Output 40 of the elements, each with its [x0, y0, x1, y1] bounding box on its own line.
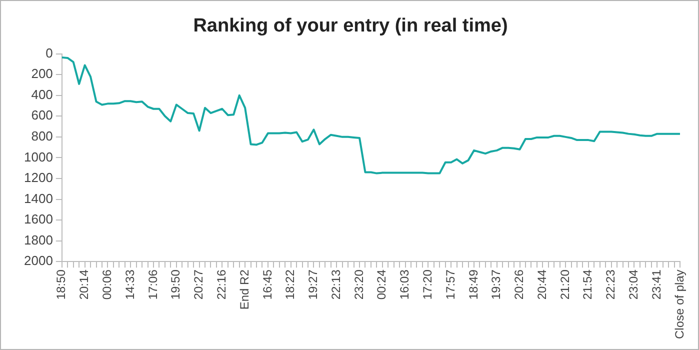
x-tick-label: Close of play — [672, 270, 686, 340]
y-tick-label: 1200 — [24, 170, 53, 186]
y-tick-label: 1800 — [24, 232, 53, 248]
x-tick-label: 19:50 — [168, 269, 183, 300]
x-tick-label: 14:33 — [122, 269, 137, 300]
x-tick-label: 18:22 — [283, 269, 298, 300]
x-tick-label: 21:20 — [558, 269, 572, 300]
y-tick-label: 200 — [31, 66, 53, 82]
x-tick-label: 23:04 — [626, 269, 641, 300]
chart-title: Ranking of your entry (in real time) — [193, 16, 508, 37]
x-tick-label: 19:37 — [489, 269, 504, 300]
x-tick-label: 16:45 — [260, 269, 274, 300]
x-tick-label: 20:44 — [534, 269, 549, 300]
y-tick-label: 400 — [31, 86, 53, 102]
x-tick-label: 18:49 — [466, 269, 480, 300]
y-tick-label: 1000 — [24, 149, 53, 164]
y-tick-label: 0 — [46, 45, 53, 60]
x-tick-label: 00:06 — [100, 269, 114, 300]
x-tick-label: 20:14 — [77, 269, 92, 300]
x-tick-label: 18:50 — [54, 269, 68, 300]
x-tick-label: 20:27 — [192, 269, 206, 300]
x-tick-label: 22:13 — [328, 269, 343, 300]
x-tick-label: 22:23 — [604, 269, 618, 300]
y-tick-label: 2000 — [24, 253, 53, 268]
x-tick-label: 17:06 — [146, 269, 160, 300]
y-tick-label: 800 — [31, 128, 53, 144]
x-tick-label: 17:57 — [443, 269, 458, 300]
x-tick-label: 00:24 — [374, 269, 389, 300]
x-tick-label: 23:20 — [352, 269, 366, 300]
x-tick-label: End R2 — [237, 269, 252, 310]
x-tick-label: 19:27 — [306, 269, 320, 300]
y-tick-label: 1600 — [24, 212, 53, 227]
y-tick-label: 600 — [31, 108, 53, 123]
x-tick-label: 17:20 — [420, 269, 434, 300]
x-tick-label: 22:16 — [214, 269, 228, 300]
x-tick-label: 20:26 — [512, 269, 526, 300]
x-tick-label: 23:41 — [649, 269, 664, 300]
x-tick-label: 21:54 — [580, 269, 595, 300]
x-tick-label: 16:03 — [398, 269, 412, 300]
y-tick-label: 1400 — [24, 190, 53, 206]
